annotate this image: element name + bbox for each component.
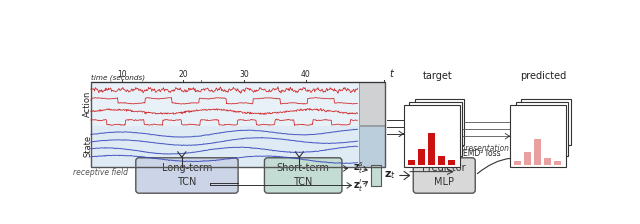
Bar: [91, 126, 385, 167]
Bar: [91, 82, 385, 167]
Bar: [429, 134, 433, 143]
Bar: [541, 125, 545, 143]
Text: Predictor
MLP: Predictor MLP: [422, 164, 466, 187]
FancyBboxPatch shape: [413, 158, 476, 193]
Bar: [418, 149, 425, 165]
Bar: [538, 125, 545, 154]
Text: EMD² loss: EMD² loss: [463, 149, 500, 158]
Bar: [534, 139, 541, 165]
Bar: [456, 136, 460, 143]
Bar: [404, 106, 460, 167]
Text: $\mathbf{z}_t^s$: $\mathbf{z}_t^s$: [353, 161, 364, 176]
Bar: [91, 82, 385, 167]
Bar: [521, 99, 571, 145]
FancyBboxPatch shape: [136, 158, 238, 193]
Bar: [428, 133, 435, 165]
Text: bins: bins: [423, 173, 440, 182]
Bar: [408, 160, 415, 165]
FancyBboxPatch shape: [264, 158, 342, 193]
Bar: [438, 156, 445, 165]
Bar: [554, 161, 561, 165]
Text: 40: 40: [301, 70, 310, 79]
Bar: [529, 138, 536, 154]
Text: Short-term
TCN: Short-term TCN: [276, 164, 330, 187]
Bar: [415, 99, 465, 145]
Bar: [419, 138, 422, 143]
Bar: [510, 106, 566, 167]
Bar: [546, 118, 550, 143]
Bar: [441, 140, 448, 154]
Text: $\mathbf{z}_t^l$: $\mathbf{z}_t^l$: [353, 177, 364, 194]
Text: time (seconds): time (seconds): [91, 74, 145, 81]
Bar: [447, 160, 455, 165]
Text: 30: 30: [239, 70, 249, 79]
Bar: [359, 82, 385, 125]
Text: 20: 20: [178, 70, 188, 79]
Text: target: target: [422, 71, 452, 81]
Bar: [435, 120, 438, 143]
Text: $\mathbf{z}_t$: $\mathbf{z}_t$: [384, 170, 396, 181]
Text: receptive field: receptive field: [73, 168, 128, 177]
Bar: [371, 165, 381, 186]
Bar: [557, 149, 564, 154]
Bar: [410, 102, 462, 156]
Bar: [413, 148, 420, 154]
Bar: [557, 131, 561, 143]
Text: 10: 10: [116, 70, 126, 79]
Bar: [525, 139, 529, 143]
Bar: [422, 133, 429, 154]
Bar: [359, 126, 385, 167]
Bar: [535, 136, 540, 143]
Bar: [359, 82, 385, 167]
Text: Action: Action: [83, 90, 92, 117]
Bar: [440, 112, 444, 143]
Text: t: t: [389, 69, 393, 79]
Bar: [547, 143, 554, 154]
Bar: [530, 131, 534, 143]
Bar: [451, 129, 455, 143]
Bar: [563, 137, 566, 143]
Text: Long-term
TCN: Long-term TCN: [162, 164, 212, 187]
Bar: [432, 118, 439, 154]
Text: State: State: [83, 135, 92, 157]
Bar: [552, 122, 556, 143]
Bar: [520, 149, 526, 154]
Bar: [544, 158, 551, 165]
Text: predicted: predicted: [520, 71, 566, 81]
Bar: [445, 117, 449, 143]
Bar: [524, 152, 531, 165]
Text: learned representation: learned representation: [421, 144, 509, 153]
Bar: [451, 148, 458, 154]
Bar: [424, 127, 428, 143]
Bar: [514, 161, 522, 165]
Bar: [516, 102, 568, 156]
